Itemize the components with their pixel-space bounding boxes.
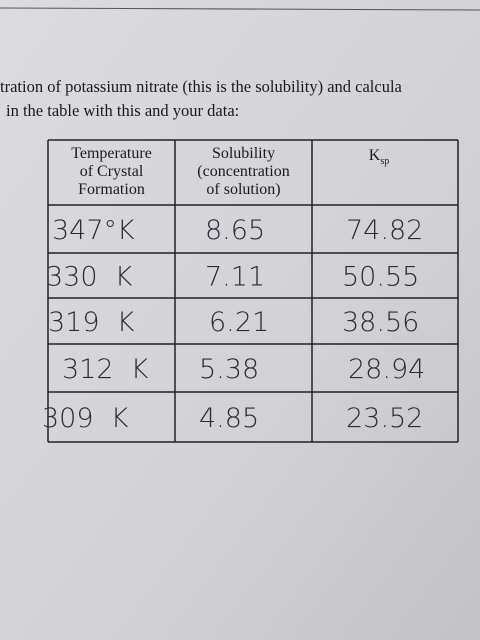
cell: 330 K — [46, 262, 133, 293]
cell: 28.94 — [348, 354, 425, 385]
cell: 23.52 — [346, 403, 423, 434]
cell: 319 K — [48, 307, 135, 338]
cell: 309 K — [42, 403, 129, 434]
intro-line: tration of potassium nitrate (this is th… — [0, 77, 403, 96]
cell: 312 K — [62, 354, 149, 385]
header-sub: sp — [380, 156, 389, 167]
header-cell: Ksp — [369, 147, 389, 167]
header-cell: (concentration — [197, 163, 289, 180]
header-cell: of solution) — [206, 181, 280, 198]
content: tration of potassium nitrate (this is th… — [0, 77, 459, 443]
cell: 7.11 — [205, 262, 265, 293]
cell: 8.65 — [205, 215, 265, 246]
cell: 4.85 — [199, 403, 259, 434]
cell: 347°K — [52, 215, 135, 246]
header-cell: of Crystal — [80, 163, 144, 180]
header-cell: Formation — [78, 181, 145, 198]
header-cell: Temperature — [71, 145, 152, 162]
header-cell: Solubility — [212, 145, 275, 162]
top-rule — [0, 7, 480, 11]
intro-line: in the table with this and your data: — [6, 101, 239, 120]
cell: 5.38 — [199, 354, 259, 385]
header-main: K — [369, 147, 381, 164]
cell: 74.82 — [346, 215, 423, 246]
cell: 50.55 — [342, 262, 419, 293]
cell: 6.21 — [209, 307, 269, 338]
cell: 38.56 — [342, 307, 419, 338]
